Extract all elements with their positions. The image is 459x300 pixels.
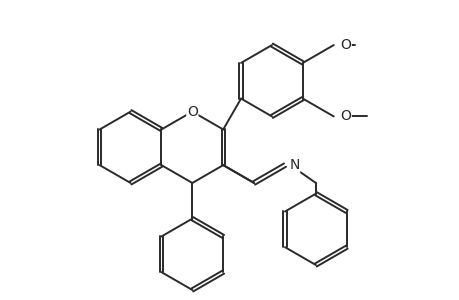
Text: O: O: [186, 105, 197, 118]
Text: O: O: [340, 110, 350, 123]
Text: O: O: [340, 38, 350, 52]
Text: N: N: [289, 158, 299, 172]
